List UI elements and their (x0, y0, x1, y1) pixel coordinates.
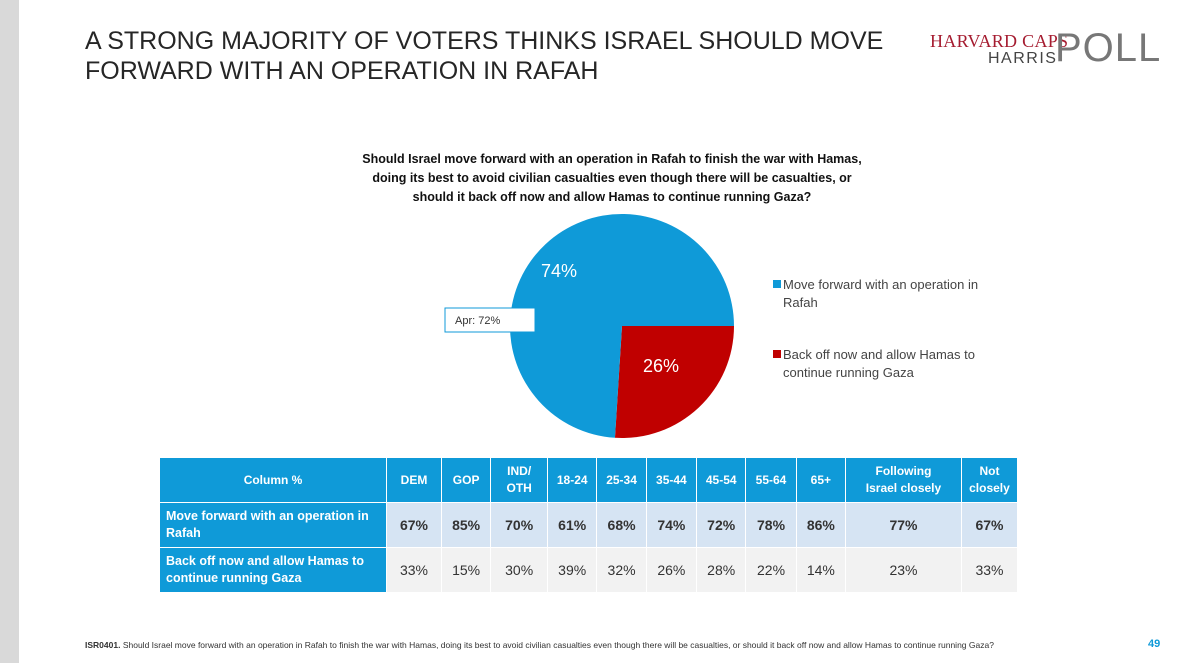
header-cell: 35-44 (646, 458, 698, 503)
logo-top: HARVARD CAPS (930, 31, 1069, 51)
logo-big: POLL (1055, 26, 1162, 70)
value-cell: 70% (490, 502, 549, 548)
value-cell: 86% (796, 502, 847, 548)
value-cell: 61% (547, 502, 598, 548)
value-cell: 78% (745, 502, 797, 548)
table-row: Back off now and allow Hamas to continue… (160, 547, 1019, 592)
legend-swatch (773, 350, 781, 358)
annotation-box (444, 307, 536, 333)
header-cell: IND/ OTH (490, 458, 549, 503)
value-cell: 23% (845, 547, 962, 592)
footnote-text: Should Israel move forward with an opera… (122, 640, 994, 650)
value-cell: 28% (696, 547, 747, 592)
header-cell: DEM (386, 458, 442, 503)
header-cell: 25-34 (596, 458, 647, 503)
legend-swatch (773, 280, 781, 288)
table-row: Move forward with an operation in Rafah 6… (160, 502, 1019, 548)
footnote-code: ISR0401. (85, 640, 121, 650)
header-cell: 18-24 (547, 458, 598, 503)
annotation: Apr: 72% (455, 315, 500, 327)
header-row: Column % DEM GOP IND/ OTH 18-24 25-34 35-44 45-… (160, 458, 1019, 503)
pie-slice (510, 214, 734, 438)
page-number: 49 (1148, 638, 1161, 650)
pie-slice (614, 326, 734, 438)
data-label: 26% (643, 356, 679, 376)
header-cell: 55-64 (745, 458, 797, 503)
value-cell: 22% (745, 547, 797, 592)
data-label: 74% (541, 261, 577, 281)
header-cell: Column % (160, 458, 388, 503)
value-cell: 68% (596, 502, 647, 548)
row-label: Back off now and allow Hamas to continue… (160, 547, 388, 592)
value-cell: 67% (961, 502, 1019, 548)
value-cell: 77% (845, 502, 962, 548)
slide-title: A STRONG MAJORITY OF VOTERS THINKS ISRAE… (85, 27, 884, 85)
value-cell: 72% (696, 502, 747, 548)
chart-title: Should Israel move forward with an opera… (362, 152, 862, 204)
value-cell: 33% (961, 547, 1019, 592)
logo-bottom: HARRIS (988, 50, 1058, 67)
side-stripe (0, 0, 19, 663)
value-cell: 33% (386, 547, 442, 592)
value-cell: 85% (441, 502, 492, 548)
header-cell: GOP (441, 458, 492, 503)
header-cell: Following Israel closely (845, 458, 962, 503)
value-cell: 30% (490, 547, 549, 592)
header-cell: 65+ (796, 458, 847, 503)
value-cell: 32% (596, 547, 647, 592)
legend-label: Move forward with an operation in Rafah (783, 277, 979, 310)
header-cell: Not closely (961, 458, 1019, 503)
value-cell: 39% (547, 547, 598, 592)
row-label: Move forward with an operation in Rafah (160, 502, 388, 548)
legend-label: Back off now and allow Hamas to continue… (783, 347, 975, 380)
value-cell: 15% (441, 547, 492, 592)
value-cell: 67% (386, 502, 442, 548)
value-cell: 74% (646, 502, 698, 548)
footnote: ISR0401. Should Israel move forward with… (85, 640, 994, 650)
value-cell: 14% (796, 547, 847, 592)
crosstab: Column % DEM GOP IND/ OTH 18-24 25-34 35-44 45-… (160, 458, 1019, 592)
header-cell: 45-54 (696, 458, 747, 503)
value-cell: 26% (646, 547, 698, 592)
